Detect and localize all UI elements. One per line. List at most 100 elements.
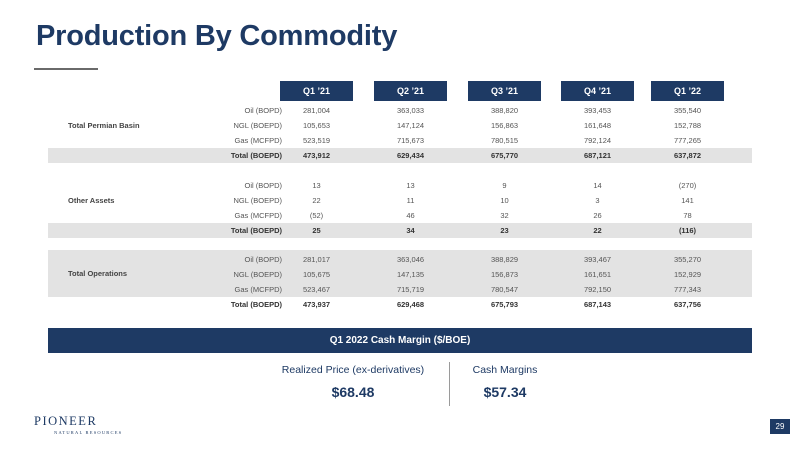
realized-price-value: $68.48 <box>331 384 375 400</box>
table-cell: 152,788 <box>673 121 702 130</box>
table-cell: 32 <box>500 211 509 220</box>
table-cell: (116) <box>678 226 697 235</box>
row-metric: Oil (BOPD) <box>244 181 283 190</box>
table-cell: 22 <box>312 196 321 205</box>
table-cell: 523,467 <box>302 285 331 294</box>
table-cell: 637,872 <box>673 151 702 160</box>
table-cell: 147,124 <box>396 121 425 130</box>
page-title: Production By Commodity <box>36 20 398 52</box>
row-metric: Oil (BOPD) <box>244 106 283 115</box>
table-cell: 792,150 <box>583 285 612 294</box>
table-cell: 161,648 <box>583 121 612 130</box>
table-cell: 780,515 <box>490 136 519 145</box>
table-cell: 105,675 <box>302 270 331 279</box>
table-cell: 152,929 <box>673 270 702 279</box>
row-metric: Gas (MCFPD) <box>234 211 283 220</box>
row-metric: Total (BOEPD) <box>230 226 282 235</box>
table-cell: (270) <box>678 181 697 190</box>
row-metric: Gas (MCFPD) <box>234 285 283 294</box>
table-cell: 388,829 <box>490 255 519 264</box>
group-other-assets: Other Assets Oil (BOPD) 13 13 9 14 (270)… <box>48 178 752 238</box>
table-cell: 388,820 <box>490 106 519 115</box>
table-cell: 25 <box>312 226 321 235</box>
table-cell: 363,033 <box>396 106 425 115</box>
column-header: Q2 ’21 <box>374 81 447 101</box>
table-row: Gas (MCFPD) 523,467 715,719 780,547 792,… <box>48 282 752 297</box>
table-row: NGL (BOEPD) 105,653 147,124 156,863 161,… <box>48 118 752 133</box>
column-header: Q3 ’21 <box>468 81 541 101</box>
table-row: Oil (BOPD) 281,004 363,033 388,820 393,4… <box>48 103 752 118</box>
total-row: Total (BOEPD) 25 34 23 22 (116) <box>48 223 752 238</box>
title-rule <box>34 68 98 70</box>
table-cell: 675,793 <box>490 300 519 309</box>
row-metric: NGL (BOEPD) <box>233 270 282 279</box>
table-cell: 281,017 <box>302 255 331 264</box>
column-headers: Q1 ’21 Q2 ’21 Q3 ’21 Q4 ’21 Q1 ’22 <box>0 81 800 101</box>
group-label: Total Permian Basin <box>68 121 140 130</box>
table-cell: 14 <box>593 181 602 190</box>
table-cell: 156,863 <box>490 121 519 130</box>
table-row: NGL (BOEPD) 22 11 10 3 141 <box>48 193 752 208</box>
table-cell: 393,453 <box>583 106 612 115</box>
cash-margins-value: $57.34 <box>483 384 527 400</box>
table-cell: 675,770 <box>490 151 519 160</box>
total-row: Total (BOEPD) 473,912 629,434 675,770 68… <box>48 148 752 163</box>
table-cell: 393,467 <box>583 255 612 264</box>
table-cell: 34 <box>406 226 415 235</box>
table-cell: 777,265 <box>673 136 702 145</box>
row-metric: Total (BOEPD) <box>230 300 282 309</box>
row-metric: Total (BOEPD) <box>230 151 282 160</box>
table-cell: 792,124 <box>583 136 612 145</box>
row-metric: NGL (BOEPD) <box>233 196 282 205</box>
table-cell: 355,540 <box>673 106 702 115</box>
table-cell: 629,468 <box>396 300 425 309</box>
table-cell: 629,434 <box>396 151 425 160</box>
column-header: Q1 ’22 <box>651 81 724 101</box>
cash-margins-label: Cash Margins <box>472 364 538 376</box>
table-row: Gas (MCFPD) (52) 46 32 26 78 <box>48 208 752 223</box>
table-cell: 777,343 <box>673 285 702 294</box>
group-label: Total Operations <box>68 269 128 278</box>
logo-subtitle: NATURAL RESOURCES <box>54 430 123 435</box>
page-number: 29 <box>770 419 790 434</box>
column-header: Q4 ’21 <box>561 81 634 101</box>
table-cell: 473,912 <box>302 151 331 160</box>
table-cell: 26 <box>593 211 602 220</box>
row-metric: NGL (BOEPD) <box>233 121 282 130</box>
row-metric: Gas (MCFPD) <box>234 136 283 145</box>
table-cell: 281,004 <box>302 106 331 115</box>
cash-margins-kpi: Cash Margins $57.34 <box>465 364 545 400</box>
group-total-operations: Total Operations Oil (BOPD) 281,017 363,… <box>48 250 752 312</box>
realized-price-label: Realized Price (ex-derivatives) <box>281 364 425 376</box>
table-cell: 11 <box>406 196 415 205</box>
table-cell: (52) <box>309 211 324 220</box>
logo-name: PIONEER <box>34 414 98 428</box>
table-cell: 3 <box>595 196 600 205</box>
table-cell: 78 <box>683 211 692 220</box>
table-cell: 363,046 <box>396 255 425 264</box>
table-cell: 156,873 <box>490 270 519 279</box>
row-metric: Oil (BOPD) <box>244 255 283 264</box>
table-cell: 523,519 <box>302 136 331 145</box>
table-cell: 355,270 <box>673 255 702 264</box>
table-cell: 23 <box>500 226 509 235</box>
table-cell: 46 <box>406 211 415 220</box>
table-row: Oil (BOPD) 13 13 9 14 (270) <box>48 178 752 193</box>
table-cell: 141 <box>681 196 694 205</box>
table-cell: 715,673 <box>396 136 425 145</box>
table-cell: 715,719 <box>396 285 425 294</box>
table-cell: 105,653 <box>302 121 331 130</box>
group-label: Other Assets <box>68 196 115 205</box>
table-cell: 13 <box>406 181 415 190</box>
table-cell: 22 <box>593 226 602 235</box>
realized-price-kpi: Realized Price (ex-derivatives) $68.48 <box>278 364 428 400</box>
table-cell: 687,121 <box>583 151 612 160</box>
pioneer-logo: PIONEER NATURAL RESOURCES <box>34 414 122 435</box>
kpi-divider <box>449 362 450 406</box>
cash-margin-header: Q1 2022 Cash Margin ($/BOE) <box>48 328 752 353</box>
table-cell: 161,651 <box>583 270 612 279</box>
table-cell: 147,135 <box>396 270 425 279</box>
table-cell: 637,756 <box>673 300 702 309</box>
table-cell: 687,143 <box>583 300 612 309</box>
group-permian: Total Permian Basin Oil (BOPD) 281,004 3… <box>48 103 752 163</box>
